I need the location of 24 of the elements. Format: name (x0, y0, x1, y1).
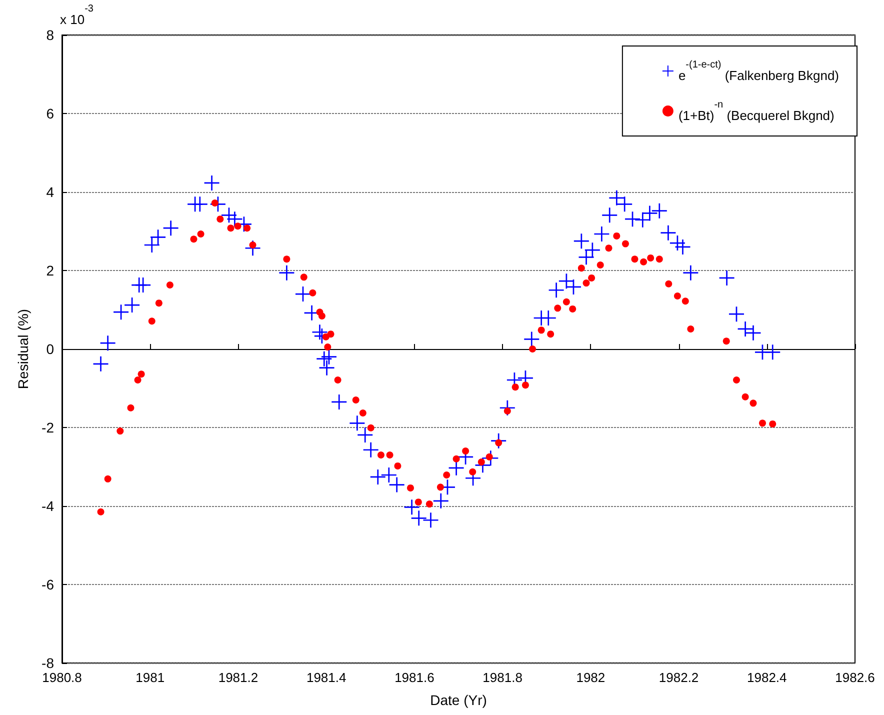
text: x 10-3 (60, 4, 94, 27)
y-tick-label: 8 (46, 27, 54, 43)
x-tick-label: 1981.4 (306, 670, 346, 685)
y-tick-label: -8 (42, 655, 54, 671)
x-tick-label: 1982.4 (747, 670, 787, 685)
y-tick-label: 4 (46, 184, 54, 200)
x-tick-label: 1981.2 (218, 670, 258, 685)
y-tick-label: 0 (46, 341, 54, 357)
x-tick-label: 1981 (136, 670, 165, 685)
y-tick-label: 2 (46, 262, 54, 278)
y-tick-label: -6 (42, 576, 54, 592)
y-tick-label: 6 (46, 106, 54, 122)
x-axis-title: Date (Yr) (430, 692, 487, 708)
y-tick-label: -2 (42, 420, 54, 436)
x-tick-label: 1982 (576, 670, 606, 685)
x-tick-label: 1981.6 (394, 670, 434, 685)
x-tick-label: 1982.2 (658, 670, 699, 685)
legend-label: (1+Bt)-n (Becquerel Bkgnd) (678, 100, 834, 123)
x-tick-label: 1981.8 (482, 670, 522, 685)
x-tick-label: 1980.8 (42, 670, 82, 685)
legend-label: e-(1-e-ct) (Falkenberg Bkgnd) (678, 60, 839, 83)
y-axis-title: Residual (%) (15, 308, 31, 390)
x-tick-label: 1982.6 (835, 670, 875, 685)
y-tick-label: -4 (42, 498, 54, 514)
